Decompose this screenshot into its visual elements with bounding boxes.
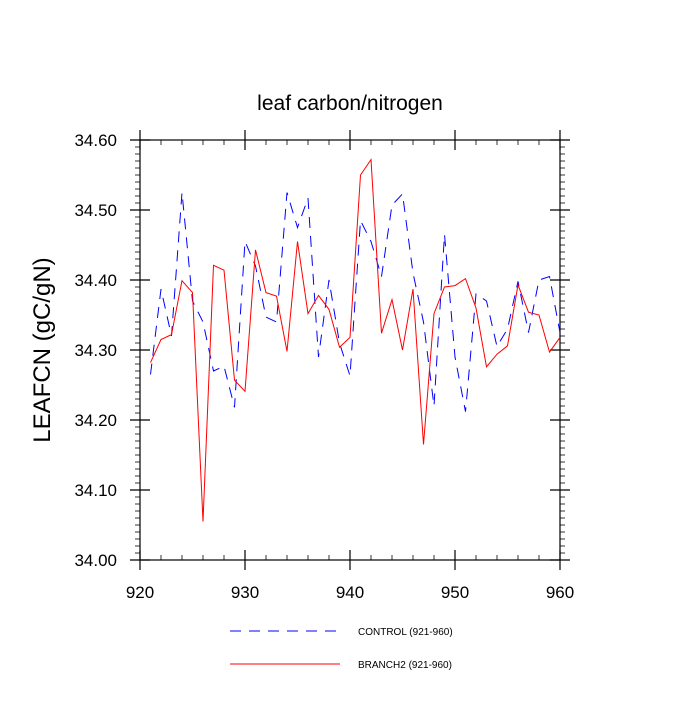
plot-frame [139,139,561,561]
y-tick-label: 34.60 [74,131,117,150]
x-tick-label: 920 [126,583,154,602]
chart-title: leaf carbon/nitrogen [257,92,443,115]
legend: CONTROL (921-960) BRANCH2 (921-960) [230,627,453,671]
x-tick-label: 930 [231,583,259,602]
x-tick-label: 950 [441,583,469,602]
y-tick-label: 34.10 [74,481,117,500]
x-tick-label: 940 [336,583,364,602]
series-line-0 [150,192,561,412]
legend-label-1: BRANCH2 (921-960) [358,660,452,671]
series-line-1 [150,158,561,522]
y-tick-label: 34.50 [74,201,117,220]
y-tick-label: 34.40 [74,271,117,290]
x-tick-label: 960 [546,583,574,602]
y-tick-label: 34.20 [74,411,117,430]
axes: 920 930 940 950 960 34.00 34.10 34.20 34.30 34.40… [74,130,574,602]
y-tick-label: 34.30 [74,341,117,360]
series-layer [150,158,561,522]
y-tick-label: 34.00 [74,551,117,570]
y-axis-label: LEAFCN (gC/gN) [29,257,56,442]
legend-label-0: CONTROL (921-960) [358,627,453,638]
